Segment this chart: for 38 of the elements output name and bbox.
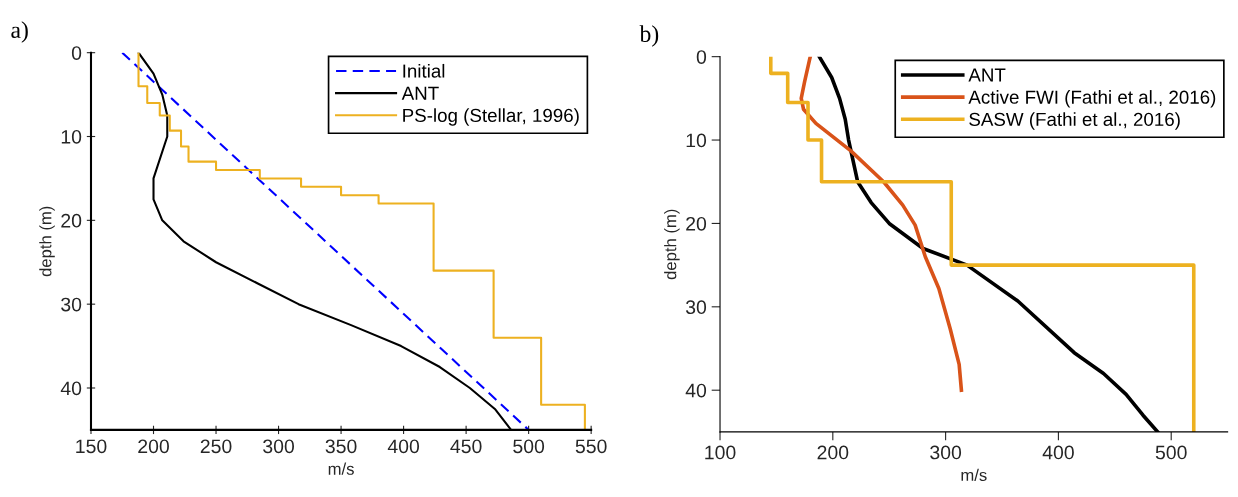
text: b) — [639, 25, 659, 47]
y-tick-label: 0 — [696, 50, 707, 64]
x-tick-label: 200 — [817, 445, 849, 460]
x-axis-title: m/s — [328, 462, 354, 475]
x-tick-label: 100 — [705, 445, 736, 460]
x-tick-label: 500 — [1155, 445, 1187, 460]
x-tick-label: 400 — [387, 439, 420, 454]
y-tick-label: 0 — [71, 46, 82, 60]
x-tick-label: 150 — [76, 439, 107, 454]
y-axis-title: depth (m) — [39, 206, 55, 277]
y-tick-label: 20 — [61, 213, 82, 228]
x-tick-label: 350 — [325, 439, 357, 454]
legend-label: ANT — [968, 68, 1006, 82]
y-tick-label: 30 — [685, 300, 707, 315]
x-tick-label: 200 — [138, 439, 169, 454]
line-series — [137, 52, 586, 430]
legend-label: Initial — [403, 63, 445, 78]
x-tick-label: 450 — [450, 439, 482, 454]
y-axis-title: depth (m) — [664, 209, 680, 280]
line-series — [799, 56, 964, 393]
x-tick-label: 300 — [263, 439, 295, 454]
text: a) — [11, 21, 28, 43]
y-tick-label: 30 — [61, 297, 82, 312]
x-tick-label: 550 — [575, 439, 607, 454]
y-tick-label: 10 — [61, 129, 82, 144]
y-tick-label: 20 — [686, 216, 707, 231]
x-tick-label: 400 — [1042, 445, 1074, 460]
x-axis-title: m/s — [961, 468, 987, 482]
legend-label: SASW (Fathi et al., 2016) — [969, 112, 1180, 130]
legend-label: PS-log (Stellar, 1996) — [403, 108, 579, 126]
legend-label: Active FWI (Fathi et al., 2016) — [968, 90, 1216, 108]
x-tick-label: 250 — [200, 439, 232, 454]
y-tick-label: 40 — [60, 381, 82, 396]
y-tick-label: 40 — [685, 383, 707, 398]
y-tick-label: 10 — [686, 133, 707, 148]
x-tick-label: 300 — [930, 445, 962, 460]
x-tick-label: 500 — [513, 439, 545, 454]
legend-label: ANT — [401, 86, 439, 100]
